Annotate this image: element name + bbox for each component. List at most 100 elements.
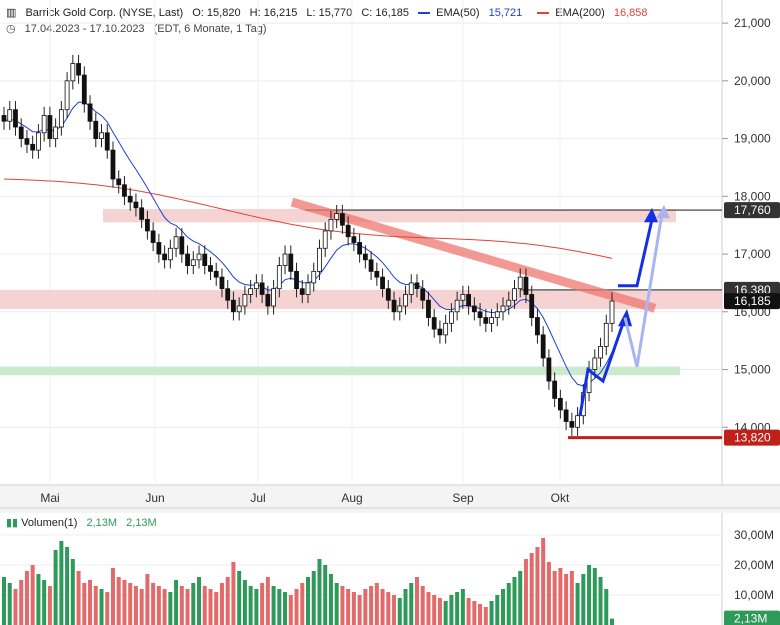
volume-tick-label: 10,00M [734, 588, 774, 602]
volume-bar [598, 577, 603, 625]
volume-bar [420, 586, 425, 625]
candle-body [563, 409, 569, 422]
candle-body [340, 213, 345, 226]
volume-icon: ▮▮ [6, 517, 19, 529]
volume-bar [506, 583, 511, 625]
candle-body [603, 322, 609, 347]
ema200-swatch [537, 12, 550, 15]
candle-body [282, 253, 288, 266]
price-tick-label: 19,000 [734, 132, 771, 146]
volume-bar [317, 559, 322, 625]
resistance-zone-upper [103, 209, 676, 223]
volume-bar [610, 618, 614, 625]
volume-bar [202, 586, 207, 625]
candle-body [144, 219, 150, 232]
volume-bar [397, 598, 402, 625]
price-tag-support [724, 429, 780, 446]
ema50-swatch [418, 12, 431, 15]
volume-bar [374, 583, 379, 625]
volume-bar [76, 571, 81, 625]
volume-bar [518, 571, 523, 625]
candle-body [477, 311, 483, 318]
month-label: Sep [452, 491, 474, 505]
volume-bar [93, 586, 98, 625]
volume-bar [495, 595, 500, 625]
volume-bar [340, 586, 345, 625]
volume-bar [460, 589, 465, 625]
volume-bar [145, 574, 150, 625]
candle-body [288, 253, 294, 272]
low-value: L: 15,770 [306, 7, 353, 19]
candle-body [317, 247, 322, 272]
month-label: Jul [250, 491, 265, 505]
volume-bar [24, 571, 29, 625]
volume-bar [455, 592, 460, 625]
instrument-title: Barrick Gold Corp. (NYSE, Last) [25, 7, 184, 19]
candle-body [448, 311, 454, 324]
volume-bar [99, 589, 104, 625]
volume-bar [265, 577, 270, 625]
volume-bar [242, 580, 247, 625]
month-label: Okt [551, 491, 570, 505]
candle-body [368, 259, 374, 272]
candle-body [156, 242, 162, 255]
volume-bar [363, 589, 368, 625]
volume-bar [294, 589, 299, 625]
projection-arrowhead-target [644, 207, 658, 223]
candle-body [179, 236, 185, 255]
candle-body [385, 288, 391, 301]
ema50-line [3, 101, 613, 387]
volume-bar [581, 574, 586, 625]
candle-body [190, 259, 196, 266]
volume-bar [311, 571, 316, 625]
volume-bar [443, 601, 448, 625]
volume-bar [30, 565, 35, 625]
candle-body [552, 380, 558, 399]
date-range: 17.04.2023 - 17.10.2023 [24, 23, 145, 35]
candle-body [93, 120, 99, 139]
candle-body [242, 294, 248, 307]
volume-bar [535, 547, 540, 625]
volume-bar [483, 607, 488, 625]
ema50-legend[interactable]: EMA(50) 15,721 [418, 7, 528, 19]
volume-bar [185, 589, 190, 625]
candle-body [500, 305, 506, 313]
candle-body [236, 305, 242, 313]
candle-body [546, 357, 552, 382]
candle-body [489, 317, 494, 324]
volume-bar [466, 598, 471, 625]
candle-body [167, 247, 173, 261]
candle-body [7, 109, 13, 122]
volume-bar [569, 571, 574, 625]
candle-body [460, 294, 466, 301]
candle-body [512, 288, 517, 301]
candle-body [76, 63, 81, 76]
price-tag-level [724, 202, 780, 219]
candle-body [431, 317, 437, 330]
volume-bar [334, 583, 339, 625]
candle-body [397, 305, 403, 313]
projection-arrowhead-alt [656, 204, 670, 219]
chart-type-icon[interactable]: ▥ [6, 7, 17, 19]
volume-bar [179, 586, 184, 625]
candle-body [471, 305, 477, 313]
resistance-trendline [290, 197, 657, 313]
support-zone [0, 366, 680, 376]
candle-body [609, 300, 615, 324]
price-tag-label: 16,185 [734, 294, 771, 308]
ema200-legend[interactable]: EMA(200) 16,858 [537, 7, 653, 19]
candle-body [18, 126, 24, 139]
price-tag-label: 13,820 [734, 431, 771, 445]
candle-body [58, 109, 64, 128]
volume-bar [501, 589, 506, 625]
volume-bar [122, 580, 127, 625]
volume-bar [392, 595, 397, 625]
price-tick-label: 18,000 [734, 189, 771, 203]
volume-bar [151, 583, 156, 625]
volume-bar [328, 574, 333, 625]
volume-bar [546, 562, 551, 625]
volume-bar [552, 571, 557, 625]
candle-body [47, 115, 53, 139]
legend-row-ohlc: ▥ Barrick Gold Corp. (NYSE, Last) O: 15,… [6, 5, 660, 21]
